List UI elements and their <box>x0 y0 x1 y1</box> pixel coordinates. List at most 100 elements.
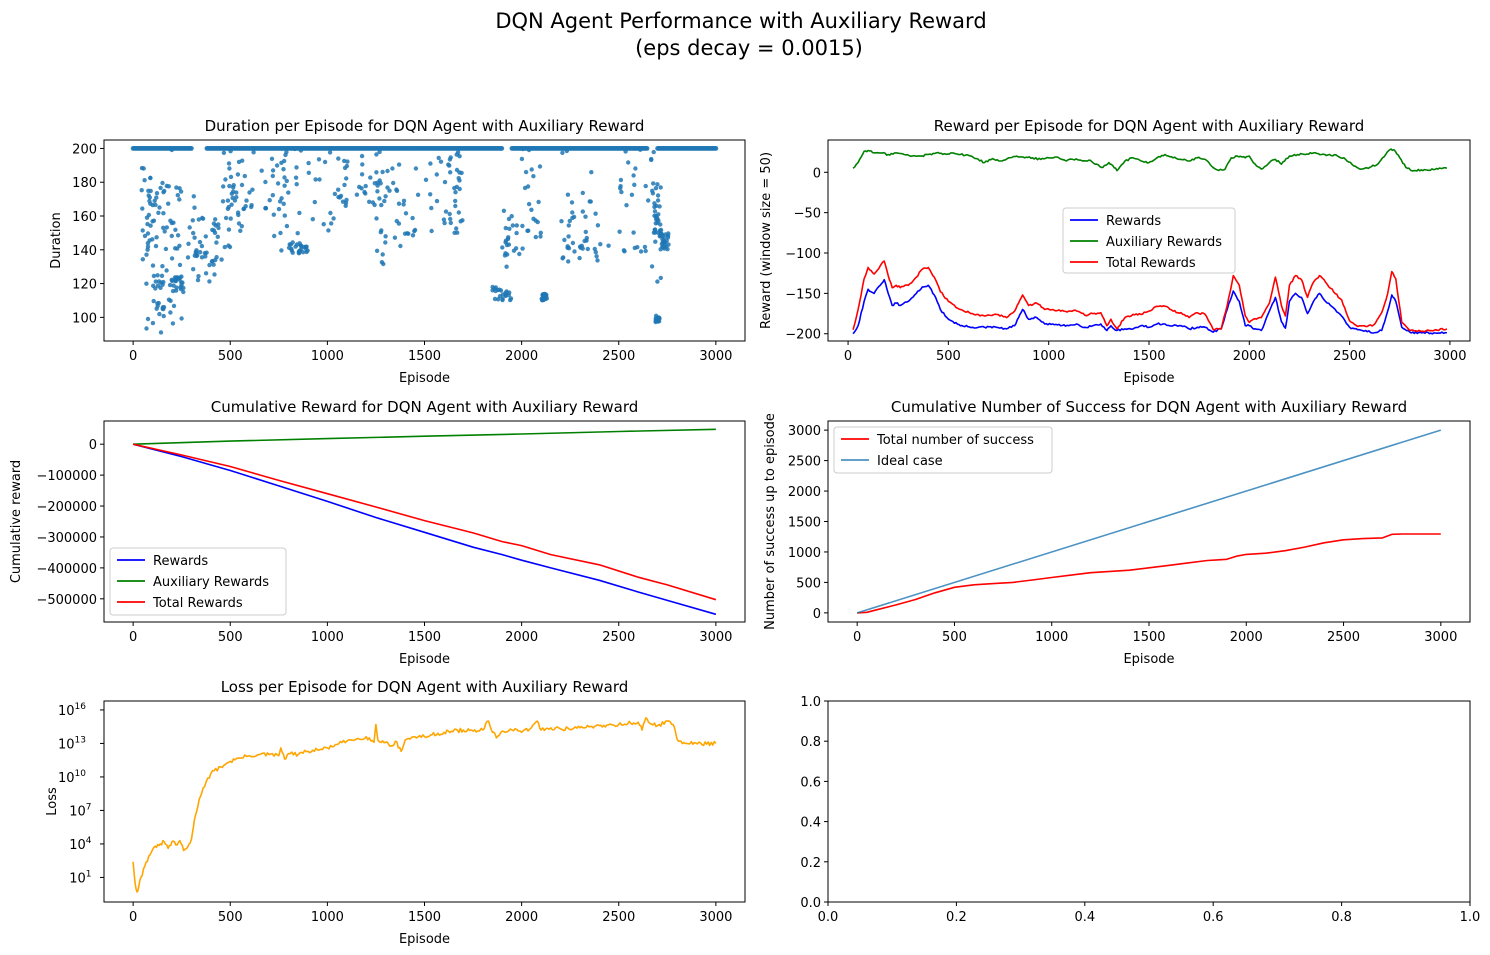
scatter-point <box>500 245 505 250</box>
y-tick-label: 3000 <box>788 424 821 439</box>
y-tick-label: 0 <box>813 607 821 622</box>
x-tick-label: 1500 <box>1132 630 1165 645</box>
scatter-point <box>505 252 510 257</box>
x-tick-label: 0 <box>129 349 137 364</box>
scatter-point <box>295 231 300 236</box>
x-tick-label: 2500 <box>602 349 635 364</box>
scatter-point <box>662 243 667 248</box>
scatter-point <box>375 183 380 188</box>
scatter-point <box>508 296 514 301</box>
x-tick-label: 0.4 <box>1074 910 1095 925</box>
scatter-point <box>342 182 347 188</box>
scatter-point <box>652 209 658 214</box>
scatter-point <box>263 179 268 185</box>
scatter-point <box>161 279 166 285</box>
scatter-point <box>505 236 511 242</box>
scatter-point <box>629 192 635 197</box>
scatter-point <box>191 194 196 199</box>
scatter-point <box>383 234 388 239</box>
scatter-point <box>638 249 644 254</box>
scatter-point <box>455 230 460 235</box>
scatter-point <box>267 198 272 203</box>
scatter-point <box>448 216 453 222</box>
scatter-point <box>196 217 201 222</box>
scatter-point <box>271 212 276 217</box>
scatter-point <box>294 165 299 170</box>
scatter-point <box>538 230 543 235</box>
scatter-point <box>509 214 514 219</box>
scatter-point <box>250 187 255 192</box>
scatter-point <box>197 250 203 255</box>
scatter-point <box>570 215 575 221</box>
scatter-point <box>277 199 283 204</box>
scatter-point <box>626 160 631 165</box>
x-tick-label: 2000 <box>505 910 538 925</box>
scatter-point <box>655 279 660 284</box>
x-tick-label: 0 <box>129 910 137 925</box>
scatter-point <box>374 170 379 175</box>
scatter-point <box>306 160 311 166</box>
scatter-point <box>517 251 522 257</box>
figure-title-line1: DQN Agent Performance with Auxiliary Rew… <box>495 9 986 33</box>
scatter-point <box>392 235 398 240</box>
y-tick-label: 120 <box>72 278 97 293</box>
x-tick-label: 500 <box>218 349 243 364</box>
scatter-point <box>374 152 379 157</box>
scatter-point <box>500 296 505 301</box>
x-tick-label: 2500 <box>1333 349 1366 364</box>
scatter-point <box>359 153 365 159</box>
x-tick-label: 2000 <box>1233 349 1266 364</box>
scatter-point <box>646 198 651 203</box>
y-tick-label: −500000 <box>36 593 97 608</box>
scatter-point <box>658 185 663 190</box>
scatter-point <box>303 246 309 251</box>
scatter-point <box>394 218 399 224</box>
scatter-point <box>171 303 177 309</box>
y-tick-label: 1.0 <box>800 695 821 710</box>
scatter-point <box>504 242 510 248</box>
scatter-point <box>659 232 665 237</box>
scatter-point <box>598 242 603 247</box>
scatter-point <box>312 199 317 205</box>
y-axis-label: Number of success up to episode <box>763 413 778 630</box>
scatter-point <box>147 195 152 200</box>
scatter-point <box>212 272 217 277</box>
scatter-point <box>310 217 315 222</box>
scatter-point <box>577 255 582 261</box>
scatter-point <box>410 215 415 221</box>
scatter-point <box>368 175 373 180</box>
scatter-point <box>167 282 173 288</box>
series-line-0 <box>857 533 1441 614</box>
scatter-point <box>166 184 171 189</box>
scatter-point <box>185 255 191 260</box>
y-tick-label: 101 <box>69 869 91 886</box>
y-tick-label: 0.8 <box>800 735 821 750</box>
scatter-point <box>240 158 245 163</box>
plot-area <box>852 148 1448 335</box>
scatter-point <box>565 192 571 197</box>
scatter-point <box>713 146 719 151</box>
scatter-point <box>160 264 165 269</box>
scatter-point <box>655 198 661 203</box>
series-line-2 <box>132 443 717 601</box>
scatter-point <box>593 211 598 216</box>
scatter-point <box>538 234 543 239</box>
scatter-point <box>161 211 166 216</box>
scatter-point <box>390 166 395 171</box>
scatter-point <box>383 194 388 199</box>
scatter-point <box>529 167 534 172</box>
scatter-point <box>148 223 153 228</box>
scatter-point <box>336 156 341 161</box>
scatter-point <box>204 250 209 255</box>
y-tick-label: 1000 <box>788 546 821 561</box>
x-tick-label: 500 <box>936 349 961 364</box>
cumulative-success-panel: Cumulative Number of Success for DQN Age… <box>763 398 1471 667</box>
scatter-point <box>228 216 233 221</box>
x-tick-label: 500 <box>218 630 243 645</box>
plot-area <box>132 428 717 616</box>
scatter-point <box>540 292 545 298</box>
y-tick-label: −100 <box>785 247 821 262</box>
scatter-point <box>587 199 592 204</box>
scatter-point <box>328 210 333 216</box>
scatter-point <box>191 267 196 272</box>
